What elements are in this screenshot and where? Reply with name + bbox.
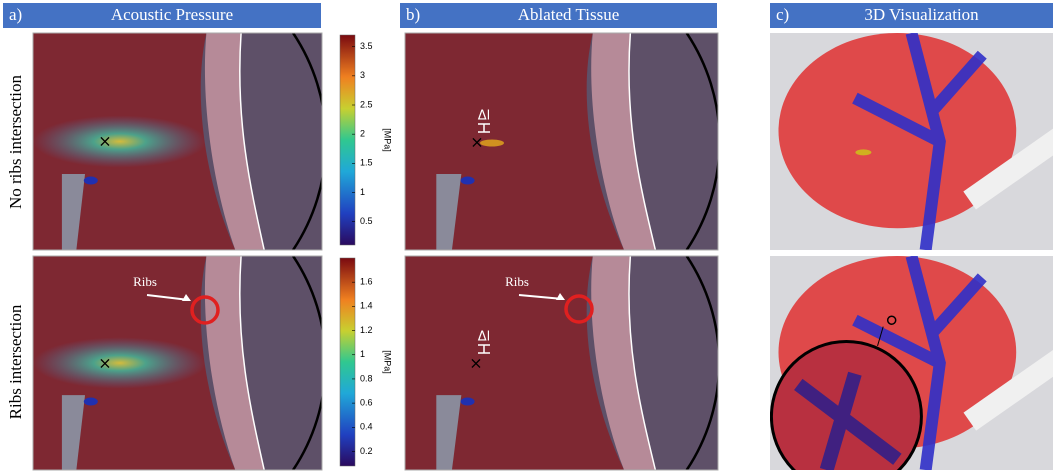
vessel [461,398,475,406]
delta-label: Δl [478,330,491,345]
colorbar-tick-label: 0.5 [360,216,373,226]
lesion-render [855,149,871,155]
panel-title: Acoustic Pressure [111,5,233,24]
vessel [461,177,475,185]
panel-letter: c) [776,5,789,24]
ribs-label: Ribs [133,274,157,289]
slice-image [405,33,720,250]
colorbar-tick-label: 1 [360,349,365,359]
colorbar-tick-label: 2 [360,129,365,139]
colorbar [340,35,355,245]
delta-label: Δl [478,109,491,124]
colorbar-tick-label: 1.4 [360,301,373,311]
vessel [84,398,98,406]
colorbar-unit: [MPa] [383,350,393,374]
colorbar-tick-label: 1.2 [360,325,373,335]
pressure-field [33,115,206,167]
colorbar-tick-label: 0.8 [360,373,373,383]
panel-title: 3D Visualization [864,5,979,24]
colorbar-tick-label: 2.5 [360,99,373,109]
render-image [770,33,1056,250]
render-image [770,256,1056,476]
colorbar-unit: [MPa] [383,128,393,152]
focus-marker: × [98,132,111,151]
ribs-label: Ribs [505,274,529,289]
slice-image [33,256,326,470]
row-label: No ribs intersection [6,74,25,209]
figure: a) Acoustic Pressure b) Ablated Tissue c) 3D … [0,0,1056,476]
slice-image [405,256,719,470]
focus-marker: × [98,354,111,373]
colorbar [340,258,355,466]
colorbar-tick-label: 1.6 [360,277,373,287]
colorbar-tick-label: 3.5 [360,41,373,51]
colorbar-tick-label: 0.6 [360,397,373,407]
lesion [480,140,504,147]
colorbar-tick-label: 1.5 [360,158,373,168]
vessel [84,177,98,185]
slice-image [33,33,326,250]
panel-title: Ablated Tissue [518,5,620,24]
panel-letter: b) [406,5,420,24]
panel-letter: a) [9,5,22,24]
row-label: Ribs intersection [6,304,25,419]
colorbar-tick-label: 0.4 [360,422,373,432]
focus-marker: × [469,354,482,373]
colorbar-tick-label: 0.2 [360,446,373,456]
colorbar-tick-label: 3 [360,70,365,80]
colorbar-tick-label: 1 [360,187,365,197]
pressure-field [33,337,206,388]
